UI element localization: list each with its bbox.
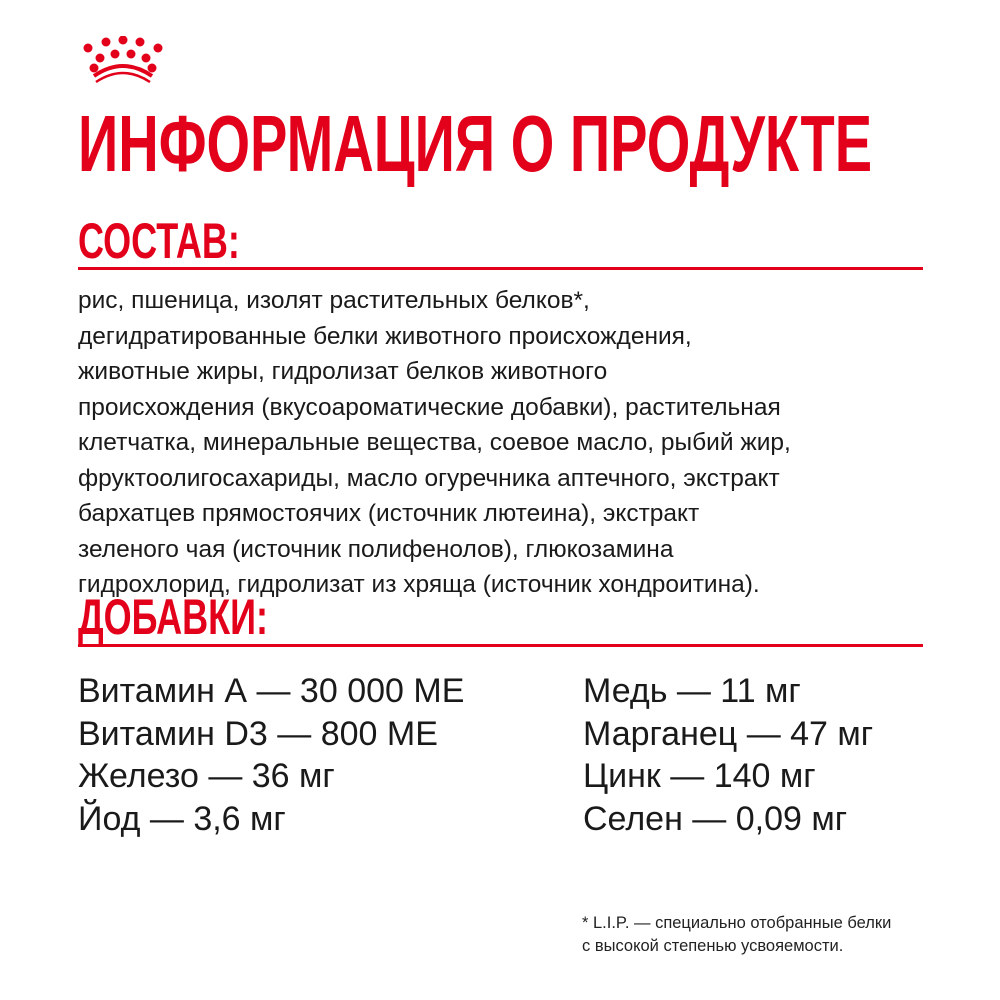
additive-item: Цинк — 140 мг	[583, 757, 816, 795]
composition-line: зеленого чая (источник полифенолов), глю…	[78, 535, 674, 563]
additive-item: Витамин D3 — 800 МЕ	[78, 714, 438, 753]
footnote-line: * L.I.P. — специально отобранные белки	[582, 914, 892, 932]
composition-line: происхождения (вкусоароматические добавк…	[78, 393, 781, 421]
additive-item: Марганец — 47 мг	[583, 714, 874, 753]
additive-item: Витамин А — 30 000 МЕ	[78, 672, 465, 710]
composition-line: рис, пшеница, изолят растительных белков…	[78, 287, 590, 314]
additives-left-column: Витамин А — 30 000 МЕ Витамин D3 — 800 М…	[78, 670, 464, 840]
composition-line: гидрохлорид, гидролизат из хряща (источн…	[78, 571, 760, 598]
composition-line: дегидратированные белки животного происх…	[78, 322, 692, 350]
composition-line: клетчатка, минеральные вещества, соевое …	[78, 429, 791, 456]
composition-divider	[78, 267, 923, 270]
additive-item: Селен — 0,09 мг	[583, 799, 848, 838]
footnote-line: с высокой степенью усвояемости.	[582, 937, 844, 955]
additives-divider	[78, 644, 923, 647]
additives-heading: ДОБАВКИ:	[78, 589, 268, 645]
composition-line: бархатцев прямостоячих (источник лютеина…	[78, 500, 700, 527]
additive-item: Медь — 11 мг	[583, 672, 801, 710]
composition-line: животные жиры, гидролизат белков животно…	[78, 358, 608, 385]
composition-text: рис, пшеница, изолят растительных белков…	[78, 283, 938, 603]
composition-line: фруктоолигосахариды, масло огуречника ап…	[78, 464, 780, 492]
additives-right-column: Медь — 11 мг Марганец — 47 мг Цинк — 140…	[583, 670, 873, 840]
crown-icon	[83, 36, 163, 84]
additive-item: Железо — 36 мг	[78, 757, 335, 795]
page-title: ИНФОРМАЦИЯ О ПРОДУКТЕ	[78, 99, 873, 188]
footnote: * L.I.P. — специально отобранные белки с…	[582, 912, 891, 958]
additive-item: Йод — 3,6 мг	[78, 799, 286, 838]
composition-heading: СОСТАВ:	[78, 213, 240, 269]
